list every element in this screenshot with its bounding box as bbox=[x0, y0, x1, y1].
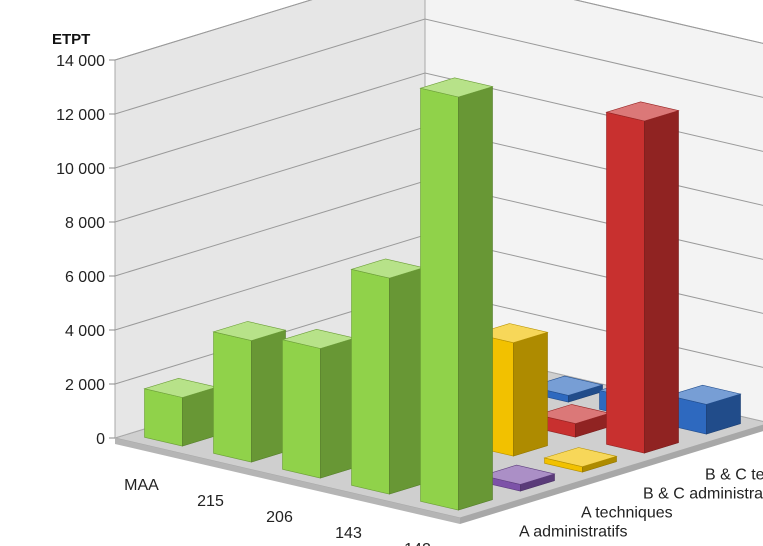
y-tick-label: 6 000 bbox=[65, 269, 105, 286]
bar bbox=[419, 77, 494, 511]
y-tick-label: 8 000 bbox=[65, 215, 105, 232]
y-axis-ticks: 0 2 000 4 000 6 000 8 000 10 000 12 000 14 000 bbox=[56, 53, 115, 448]
series-label: A administratifs bbox=[519, 524, 627, 541]
bar bbox=[605, 101, 680, 454]
x-tick-label: MAA bbox=[124, 477, 159, 494]
x-axis-labels: MAA 215 206 143 142 bbox=[124, 477, 431, 546]
depth-axis-labels: A administratifs A techniques B & C admini… bbox=[519, 467, 763, 541]
y-axis-title: ETPT bbox=[52, 31, 90, 48]
x-tick-label: 215 bbox=[197, 493, 224, 510]
floor-edge-front bbox=[115, 438, 460, 524]
y-tick-label: 4 000 bbox=[65, 323, 105, 340]
y-tick-label: 10 000 bbox=[56, 161, 105, 178]
x-tick-label: 143 bbox=[335, 525, 362, 542]
floor-edge-right bbox=[460, 425, 763, 524]
bar bbox=[667, 384, 742, 435]
chart-bars bbox=[143, 77, 742, 511]
gridline bbox=[114, 0, 763, 61]
y-tick-label: 12 000 bbox=[56, 107, 105, 124]
bar bbox=[543, 447, 618, 473]
bar bbox=[143, 377, 218, 447]
bar bbox=[212, 321, 287, 463]
y-tick-label: 14 000 bbox=[56, 53, 105, 70]
gridline bbox=[114, 18, 763, 115]
x-tick-label: 206 bbox=[266, 509, 293, 526]
bar bbox=[350, 258, 425, 495]
x-tick-label: 142 bbox=[404, 541, 431, 546]
y-tick-label: 2 000 bbox=[65, 377, 105, 394]
y-tick-label: 0 bbox=[96, 431, 105, 448]
series-label: B & C techniques bbox=[705, 467, 763, 484]
series-label: A techniques bbox=[581, 505, 673, 522]
bar bbox=[281, 328, 356, 479]
series-label: B & C administratifs bbox=[643, 486, 763, 503]
